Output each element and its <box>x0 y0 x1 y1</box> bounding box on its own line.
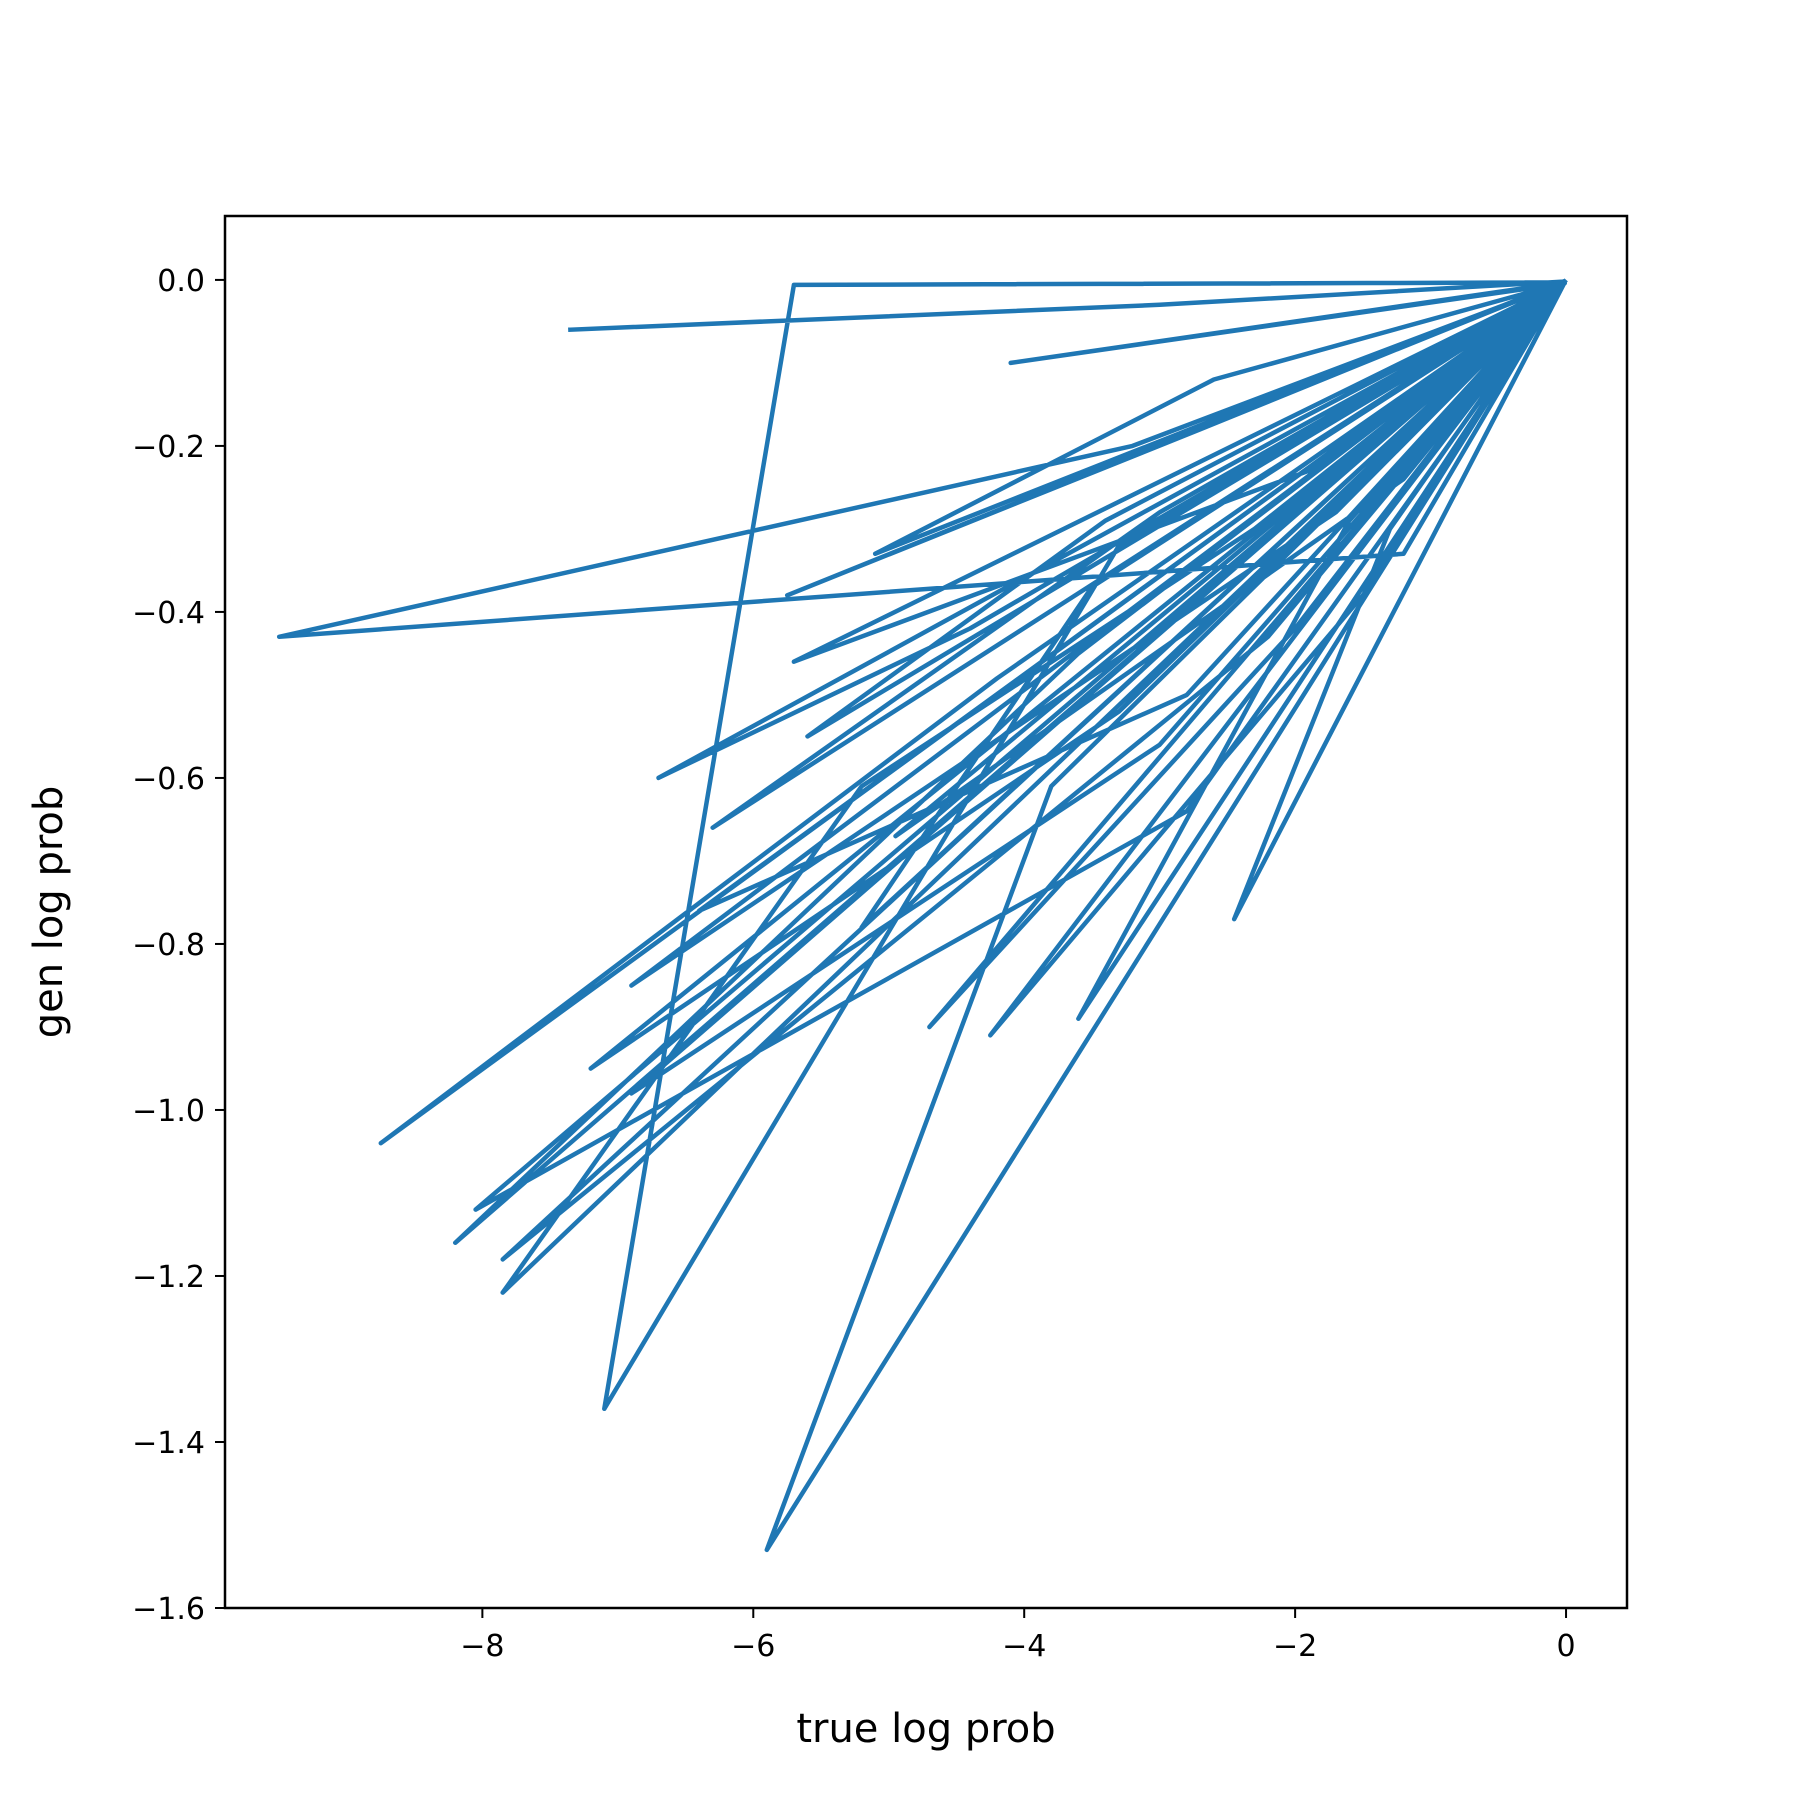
series-line-0 <box>276 278 1568 1553</box>
plot-area <box>276 278 1568 1553</box>
x-tick-label: −4 <box>1002 1629 1046 1664</box>
y-tick-label: −1.6 <box>132 1592 205 1627</box>
axes-frame <box>223 214 1629 1610</box>
y-tick-label: 0.0 <box>157 264 205 299</box>
y-tick-label: −0.4 <box>132 596 205 631</box>
x-tick-label: −8 <box>460 1629 504 1664</box>
y-tick-label: −0.6 <box>132 762 205 797</box>
y-tick-label: −1.2 <box>132 1260 205 1295</box>
y-tick-label: −1.4 <box>132 1426 205 1461</box>
x-tick-label: 0 <box>1556 1629 1575 1664</box>
x-axis: −8 −6 −4 −2 0 <box>460 1608 1576 1664</box>
y-tick-label: −0.2 <box>132 430 205 465</box>
x-axis-label: true log prob <box>796 1706 1055 1752</box>
y-axis: 0.0 −0.2 −0.4 −0.6 −0.8 −1.0 −1.2 −1.4 −1.6 <box>132 264 225 1627</box>
y-axis-label: gen log prob <box>26 786 72 1039</box>
x-tick-label: −2 <box>1273 1629 1317 1664</box>
x-tick-label: −6 <box>731 1629 775 1664</box>
y-tick-label: −0.8 <box>132 928 205 963</box>
y-tick-label: −1.0 <box>132 1094 205 1129</box>
